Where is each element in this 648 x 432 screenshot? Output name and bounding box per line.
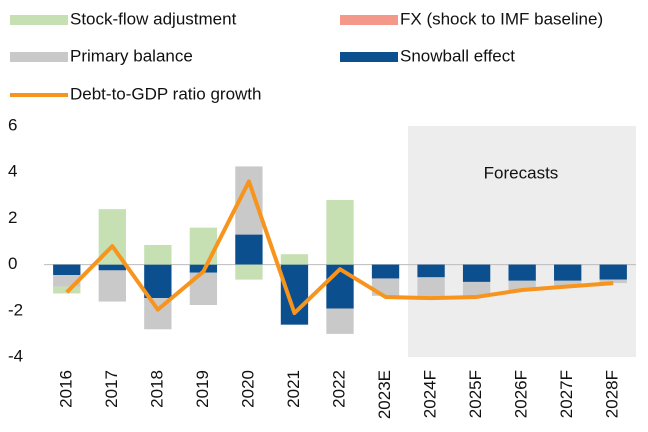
x-tick-label: 2018 xyxy=(147,370,166,408)
annotation: Forecasts xyxy=(484,163,559,182)
legend-label: FX (shock to IMF baseline) xyxy=(400,9,603,28)
legend-label: Primary balance xyxy=(70,46,193,65)
legend-label: Debt-to-GDP ratio growth xyxy=(70,84,261,103)
bar xyxy=(144,244,172,265)
bar xyxy=(599,264,627,280)
bar xyxy=(508,280,536,291)
y-tick-label: 6 xyxy=(8,115,17,134)
bar xyxy=(280,254,309,265)
y-tick-label: 2 xyxy=(8,208,17,227)
bar xyxy=(98,264,126,271)
bar xyxy=(462,281,491,296)
legend-swatch xyxy=(340,15,398,25)
bar xyxy=(371,264,400,279)
bar xyxy=(508,264,536,281)
x-tick-label: 2021 xyxy=(284,370,303,408)
bar xyxy=(462,264,491,282)
bar xyxy=(554,264,582,281)
forecast-shade xyxy=(408,126,636,357)
bar xyxy=(189,227,218,265)
y-tick-label: 0 xyxy=(8,254,17,273)
bar xyxy=(280,264,309,325)
bar xyxy=(417,277,445,299)
legend-swatch xyxy=(10,15,68,25)
y-tick-label: -4 xyxy=(8,346,23,365)
bar xyxy=(144,264,172,299)
line xyxy=(65,179,614,316)
x-tick-label: 2027F xyxy=(557,370,576,418)
legend-label: Stock-flow adjustment xyxy=(70,9,237,28)
legend-swatch xyxy=(340,52,398,62)
x-tick-label: 2023E xyxy=(375,370,394,419)
x-tick-label: 2024F xyxy=(421,370,440,418)
y-tick-label: 4 xyxy=(8,162,17,181)
x-tick-label: 2017 xyxy=(102,370,121,408)
x-tick-label: 2028F xyxy=(603,370,622,418)
bar xyxy=(554,280,582,287)
bar xyxy=(235,234,263,265)
legend-label: Snowball effect xyxy=(400,46,515,65)
bar xyxy=(53,264,81,275)
bar xyxy=(417,264,445,278)
x-tick-label: 2022 xyxy=(329,370,348,408)
bar xyxy=(98,270,126,302)
x-tick-label: 2025F xyxy=(466,370,485,418)
bar xyxy=(599,279,627,284)
x-tick-label: 2026F xyxy=(512,370,531,418)
bar xyxy=(53,274,81,287)
bar xyxy=(235,264,263,280)
x-tick-label: 2020 xyxy=(238,370,257,408)
x-tick-label: 2016 xyxy=(56,370,75,408)
y-tick-label: -2 xyxy=(8,300,23,319)
x-tick-label: 2019 xyxy=(193,370,212,408)
legend-swatch xyxy=(10,52,68,62)
bar xyxy=(326,308,354,334)
bar xyxy=(326,199,354,265)
